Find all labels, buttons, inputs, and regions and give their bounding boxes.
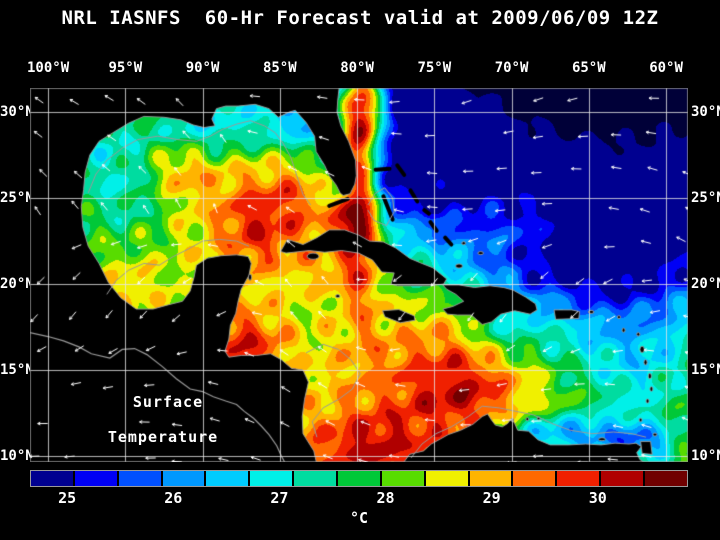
map-annotation-temperature: Temperature [107, 428, 219, 446]
longitude-tick-label: 65°W [571, 60, 606, 76]
colorbar-unit-label: °C [349, 509, 369, 527]
latitude-tick-label: 20°N [0, 276, 34, 293]
colorbar-segment [425, 471, 468, 486]
colorbar-segment [118, 471, 161, 486]
latitude-tick-label: 10°N [0, 448, 34, 465]
colorbar-tick-label: 28 [376, 489, 395, 507]
colorbar-tick-label: 29 [482, 489, 501, 507]
colorbar-segment [557, 471, 600, 486]
colorbar-segment [513, 471, 556, 486]
colorbar-segment [162, 471, 205, 486]
latitude-tick-label: 10°N [691, 448, 720, 465]
colorbar-segment [294, 471, 337, 486]
longitude-tick-label: 60°W [649, 60, 683, 76]
latitude-tick-label: 25°N [691, 190, 720, 207]
colorbar-tick-label: 30 [588, 489, 607, 507]
longitude-tick-label: 80°W [340, 60, 374, 76]
colorbar-segment [250, 471, 293, 486]
colorbar-tick-label: 26 [164, 489, 183, 507]
colorbar-segment [74, 471, 117, 486]
longitude-tick-label: 70°W [494, 60, 529, 76]
colorbar-segment [381, 471, 424, 486]
colorbar-segment [338, 471, 380, 486]
colorbar-segment [601, 471, 644, 486]
colorbar-tick-label: 25 [58, 489, 77, 507]
latitude-tick-label: 25°N [0, 190, 34, 207]
colorbar [30, 470, 688, 487]
map-area: Surface Temperature [30, 88, 688, 462]
longitude-tick-label: 100°W [26, 60, 70, 76]
latitude-tick-label: 20°N [691, 276, 720, 293]
colorbar-segment [645, 471, 687, 486]
latitude-tick-label: 15°N [0, 362, 34, 379]
longitude-tick-label: 95°W [108, 60, 143, 76]
colorbar-segment [206, 471, 249, 486]
latitude-tick-label: 30°N [691, 104, 720, 121]
colorbar-segment [469, 471, 512, 486]
colorbar-segment [31, 471, 73, 486]
page-title: NRL IASNFS 60-Hr Forecast valid at 2009/… [61, 7, 659, 29]
longitude-tick-label: 85°W [262, 60, 297, 76]
longitude-tick-label: 90°W [185, 60, 220, 76]
map-annotation-surface: Surface [132, 393, 204, 411]
longitude-tick-label: 75°W [417, 60, 452, 76]
latitude-tick-label: 30°N [0, 104, 34, 121]
sst-map-canvas [30, 88, 688, 462]
colorbar-tick-label: 27 [270, 489, 289, 507]
latitude-tick-label: 15°N [691, 362, 720, 379]
